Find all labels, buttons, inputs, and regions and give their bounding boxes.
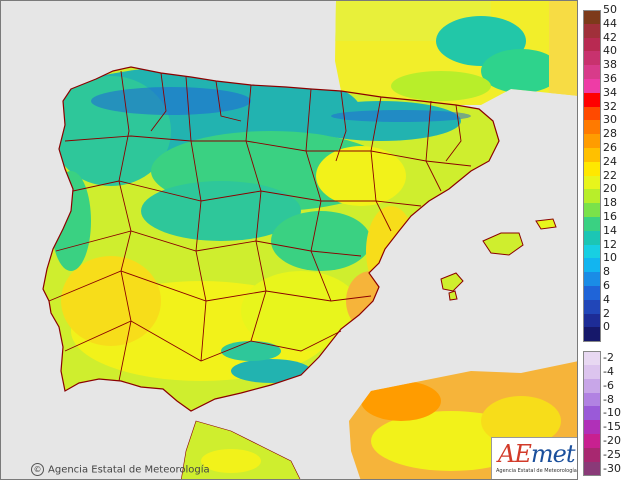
legend-swatch (583, 406, 601, 421)
legend-label: -6 (603, 378, 614, 392)
legend-label: 8 (603, 265, 610, 279)
legend-label: 42 (603, 30, 617, 44)
legend-swatch (583, 272, 601, 286)
legend-label: -10 (603, 406, 621, 420)
legend-swatch (583, 461, 601, 477)
logo-mark-prefix: AE (498, 440, 532, 468)
legend-label: 0 (603, 320, 610, 334)
logo-subtitle: Agencia Estatal de Meteorología (496, 468, 577, 474)
legend-swatch (583, 258, 601, 273)
legend-label: 30 (603, 113, 617, 127)
legend-label: 40 (603, 44, 617, 58)
legend-swatch (583, 203, 601, 217)
legend-label: 4 (603, 292, 610, 306)
logo-mark: AEmet (498, 440, 576, 468)
legend-label: 16 (603, 210, 617, 223)
legend-label: -30 (603, 461, 621, 475)
map-frame: © Agencia Estatal de Meteorología AEmet A… (0, 0, 578, 480)
legend-swatch (583, 420, 601, 434)
copyright-notice: © Agencia Estatal de Meteorología (31, 463, 210, 476)
legend-swatch (583, 65, 601, 79)
legend-label: -8 (603, 392, 614, 406)
legend-swatch (583, 175, 601, 190)
legend-label: 26 (603, 141, 617, 154)
legend-label: 12 (603, 237, 617, 251)
legend-swatch (583, 378, 601, 393)
copyright-icon: © (31, 463, 44, 476)
legend-swatch (583, 286, 601, 300)
copyright-text: Agencia Estatal de Meteorología (48, 464, 210, 476)
legend-swatch (583, 161, 601, 176)
legend-swatch (583, 299, 601, 314)
iberian-peninsula (43, 67, 499, 411)
france-landmass (335, 1, 577, 105)
legend-swatch (583, 148, 601, 162)
legend-swatch (583, 189, 601, 204)
legend-label: 28 (603, 127, 617, 141)
legend-label: 36 (603, 72, 617, 85)
legend-label: 18 (603, 196, 617, 210)
legend-swatch (583, 244, 601, 259)
legend-swatch (583, 365, 601, 379)
aemet-logo: AEmet Agencia Estatal de Meteorología (491, 437, 577, 479)
balearic-islands (440, 218, 557, 301)
legend-swatch (583, 447, 601, 462)
legend-label: -25 (603, 447, 621, 461)
legend-swatch (583, 434, 601, 448)
logo-mark-suffix: met (530, 440, 576, 468)
legend-label: -2 (603, 351, 614, 365)
legend-swatch (583, 51, 601, 66)
legend-label: 10 (603, 251, 617, 265)
legend-label: 2 (603, 306, 610, 320)
legend-swatch (583, 313, 601, 328)
legend-swatch (583, 392, 601, 407)
province-borders (48, 70, 472, 382)
legend-label: 6 (603, 279, 610, 292)
legend-swatch (583, 23, 601, 38)
legend-swatch (583, 217, 601, 231)
legend-label: 24 (603, 154, 617, 168)
legend-swatch (583, 37, 601, 52)
legend-label: 50 (603, 3, 617, 16)
legend-label: 14 (603, 223, 617, 237)
legend-label: 34 (603, 85, 617, 99)
legend-swatch (583, 327, 601, 343)
legend-swatch (583, 230, 601, 245)
legend-label: 32 (603, 99, 617, 113)
legend-swatch (583, 79, 601, 93)
temperature-legend: 50 44 42 40 38 36 34 32 30 28 26 24 22 20 18 16 14 12 10 8 6… (583, 4, 630, 480)
legend-swatch (583, 120, 601, 135)
temperature-map (1, 1, 577, 479)
legend-swatch (583, 106, 601, 121)
legend-label: -15 (603, 420, 621, 434)
legend-label: 22 (603, 168, 617, 182)
legend-swatch (583, 134, 601, 148)
legend-label: 20 (603, 182, 617, 196)
legend-label: -4 (603, 365, 614, 378)
legend-swatch (583, 351, 601, 366)
legend-swatch (583, 10, 601, 25)
africa-west (181, 420, 301, 479)
legend-label: -20 (603, 434, 621, 447)
legend-label: 44 (603, 16, 617, 30)
legend-swatch (583, 92, 601, 107)
legend-label: 38 (603, 58, 617, 72)
